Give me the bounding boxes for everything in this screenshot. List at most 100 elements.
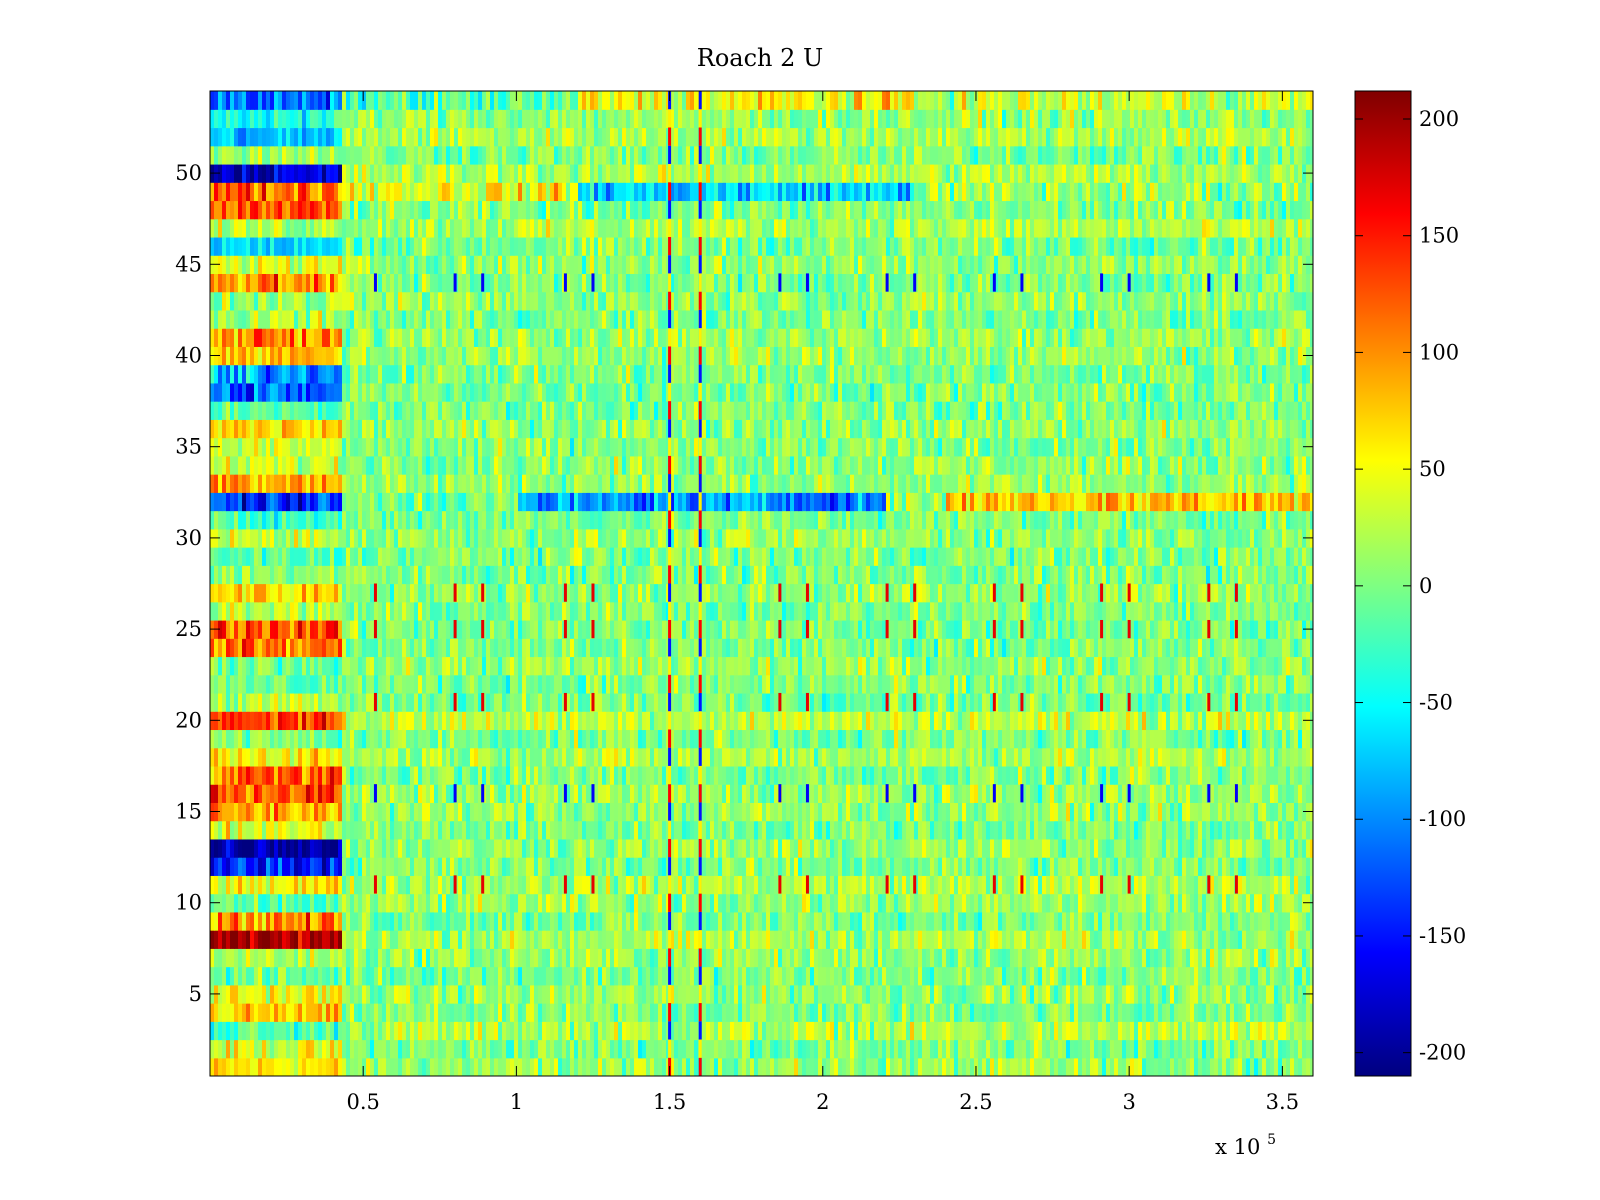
heatmap-cell (750, 838, 755, 858)
heatmap-cell (746, 857, 751, 876)
heatmap-cell (254, 784, 259, 803)
heatmap-cell (1026, 930, 1031, 949)
heatmap-cell (534, 747, 539, 767)
heatmap-cell (294, 984, 299, 1004)
heatmap-cell (362, 820, 367, 840)
heatmap-cell (882, 1057, 887, 1076)
heatmap-cell (310, 893, 315, 913)
heatmap-cell (850, 784, 855, 803)
heatmap-cell (502, 1003, 507, 1022)
heatmap-cell (542, 966, 547, 986)
heatmap-cell (1138, 765, 1143, 785)
heatmap-cell (1026, 893, 1031, 913)
heatmap-cell (326, 948, 331, 968)
heatmap-cell (290, 911, 295, 931)
heatmap-cell (506, 893, 511, 913)
heatmap-cell (866, 784, 871, 803)
heatmap-cell (862, 930, 867, 949)
heatmap-cell (430, 984, 435, 1004)
heatmap-cell (1090, 802, 1095, 822)
heatmap-cell (1026, 784, 1031, 803)
heatmap-cell (1282, 875, 1287, 895)
heatmap-cell (546, 1039, 551, 1059)
heatmap-cell (794, 1003, 799, 1022)
heatmap-cell (978, 911, 983, 931)
heatmap-cell (982, 838, 987, 858)
heatmap-cell (778, 893, 783, 913)
heatmap-cell (294, 784, 299, 803)
heatmap-cell (1214, 984, 1219, 1004)
heatmap-cell (1230, 930, 1235, 949)
heatmap-cell (1182, 820, 1187, 840)
heatmap-cell (234, 930, 239, 949)
heatmap-cell (974, 911, 979, 931)
heatmap-cell (390, 1039, 395, 1059)
heatmap-cell (242, 1021, 247, 1041)
heatmap-cell (586, 911, 591, 931)
heatmap-cell (842, 1003, 847, 1022)
heatmap-cell (274, 820, 279, 840)
heatmap-cell (918, 838, 923, 858)
heatmap-cell (722, 784, 727, 803)
heatmap-cell (942, 875, 947, 895)
heatmap-cell (370, 1021, 375, 1041)
heatmap-cell (614, 784, 619, 803)
heatmap-cell (822, 893, 827, 913)
heatmap-cell (230, 1003, 235, 1022)
heatmap-cell (758, 784, 763, 803)
heatmap-cell (346, 857, 351, 876)
heatmap-cell (622, 930, 627, 949)
heatmap-cell (258, 966, 263, 986)
heatmap-cell (1278, 802, 1283, 822)
heatmap-cell (1294, 1021, 1299, 1041)
heatmap-cell (234, 1003, 239, 1022)
heatmap-cell (218, 802, 223, 822)
heatmap-cell (1054, 1057, 1059, 1076)
heatmap-cell (958, 1003, 963, 1022)
heatmap-cell (406, 802, 411, 822)
heatmap-cell (862, 1057, 867, 1076)
heatmap-cell (1174, 802, 1179, 822)
heatmap-cell (966, 930, 971, 949)
heatmap-cell (778, 930, 783, 949)
heatmap-cell (722, 765, 727, 785)
heatmap-cell (806, 747, 811, 767)
heatmap-cell (670, 1003, 675, 1022)
heatmap-cell (1178, 948, 1183, 968)
heatmap-cell (906, 1003, 911, 1022)
heatmap-cell (426, 930, 431, 949)
heatmap-cell (766, 893, 771, 913)
heatmap-cell (1274, 893, 1279, 913)
heatmap-cell (618, 1003, 623, 1022)
heatmap-cell (1310, 1057, 1313, 1076)
heatmap-cell (734, 1003, 739, 1022)
heatmap-cell (818, 857, 823, 876)
heatmap-cell (1254, 948, 1259, 968)
heatmap-cell (814, 948, 819, 968)
heatmap-cell (1222, 893, 1227, 913)
heatmap-cell (706, 784, 711, 803)
heatmap-cell (1126, 802, 1131, 822)
heatmap-cell (334, 1021, 339, 1041)
heatmap-cell (730, 1039, 735, 1059)
heatmap-cell (1190, 875, 1195, 895)
heatmap-cell (954, 1057, 959, 1076)
heatmap-cell (310, 857, 315, 876)
heatmap-cell (1002, 893, 1007, 913)
heatmap-cell (886, 820, 891, 840)
heatmap-cell (678, 784, 683, 803)
heatmap-cell (834, 893, 839, 913)
heatmap-cell (998, 838, 1003, 858)
heatmap-cell (1278, 966, 1283, 986)
heatmap-cell (286, 857, 291, 876)
heatmap-cell (490, 893, 495, 913)
heatmap-cell (754, 784, 759, 803)
heatmap-cell (686, 802, 691, 822)
heatmap-cell (298, 1021, 303, 1041)
heatmap-cell (1046, 802, 1051, 822)
heatmap-cell (314, 765, 319, 785)
heatmap-cell (554, 784, 559, 803)
heatmap-cell (966, 875, 971, 895)
heatmap-cell (478, 911, 483, 931)
heatmap-cell (734, 784, 739, 803)
